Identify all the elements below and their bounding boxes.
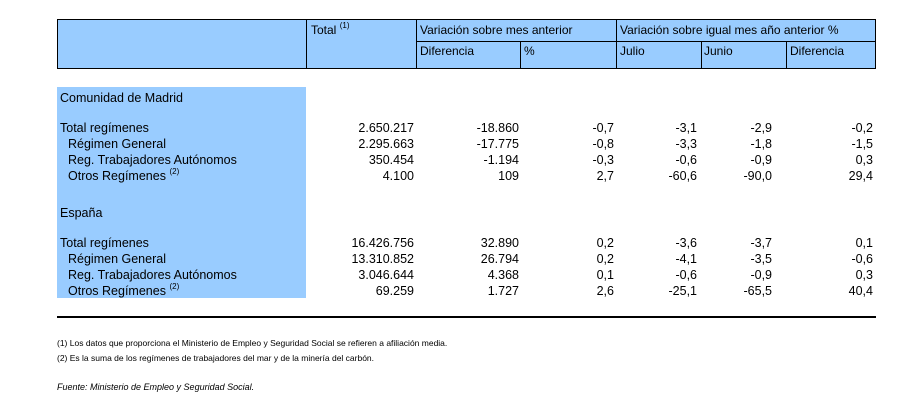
cell-total: 13.310.852 bbox=[351, 252, 414, 266]
cell-julio: -3,6 bbox=[675, 236, 697, 250]
cell-total: 16.426.756 bbox=[351, 236, 414, 250]
cell-diferencia: -17.775 bbox=[476, 137, 519, 151]
cell-julio: -60,6 bbox=[668, 169, 698, 183]
row-label: Régimen General bbox=[68, 252, 166, 266]
row-label: Otros Regímenes (2) bbox=[68, 167, 180, 183]
cell-diferencia: -18.860 bbox=[476, 121, 519, 135]
cell-junio: -0,9 bbox=[750, 153, 772, 167]
header-border-junio bbox=[701, 41, 702, 69]
row-label-column bbox=[57, 87, 306, 298]
cell-junio: -3,5 bbox=[750, 252, 772, 266]
cell-total: 3.046.644 bbox=[358, 268, 414, 282]
table-bottom-rule bbox=[57, 316, 876, 318]
cell-total: 2.295.663 bbox=[358, 137, 414, 151]
cell-diferencia2: -0,2 bbox=[851, 121, 873, 135]
cell-diferencia2: 40,4 bbox=[848, 284, 873, 298]
header-border-total bbox=[306, 19, 307, 69]
row-label: Total regímenes bbox=[60, 121, 149, 135]
cell-julio: -25,1 bbox=[668, 284, 698, 298]
cell-junio: -3,7 bbox=[750, 236, 772, 250]
header-bottom-border bbox=[57, 68, 876, 69]
row-label: Reg. Trabajadores Autónomos bbox=[68, 153, 237, 167]
cell-julio: -0,6 bbox=[675, 153, 697, 167]
header-group2-cell bbox=[617, 19, 875, 69]
header-left-cell bbox=[57, 19, 306, 69]
cell-junio: -65,5 bbox=[743, 284, 773, 298]
section-title-madrid: Comunidad de Madrid bbox=[60, 91, 183, 105]
table-row: Total regímenes 2.650.217 -18.860 -0,7 -… bbox=[0, 121, 917, 136]
cell-diferencia: 26.794 bbox=[480, 252, 519, 266]
cell-junio: -2,9 bbox=[750, 121, 772, 135]
table-row: Reg. Trabajadores Autónomos 350.454 -1.1… bbox=[0, 153, 917, 168]
cell-total: 350.454 bbox=[368, 153, 414, 167]
row-label: Régimen General bbox=[68, 137, 166, 151]
header-border-group1 bbox=[416, 19, 417, 69]
header-group1-cell bbox=[417, 19, 616, 69]
header-border-right bbox=[875, 19, 876, 69]
cell-total: 69.259 bbox=[375, 284, 414, 298]
table-row: Otros Regímenes (2) 69.259 1.727 2,6 -25… bbox=[0, 282, 917, 299]
header-group-divider bbox=[417, 41, 876, 42]
section-title-espana: España bbox=[60, 206, 103, 220]
header-border-diferencia2 bbox=[786, 41, 787, 69]
header-border-pct bbox=[520, 41, 521, 69]
cell-diferencia2: 0,3 bbox=[855, 153, 873, 167]
header-border-left bbox=[57, 19, 58, 69]
header-junio: Junio bbox=[704, 44, 733, 58]
footnote-2: (2) Es la suma de los regímenes de traba… bbox=[57, 353, 375, 363]
footnote-1: (1) Los datos que proporciona el Ministe… bbox=[57, 338, 448, 348]
cell-diferencia: 1.727 bbox=[487, 284, 519, 298]
header-pct: % bbox=[524, 44, 535, 58]
cell-total: 4.100 bbox=[382, 169, 414, 183]
cell-diferencia2: 29,4 bbox=[848, 169, 873, 183]
cell-pct: 0,1 bbox=[596, 268, 614, 282]
table-row: Otros Regímenes (2) 4.100 109 2,7 -60,6 … bbox=[0, 167, 917, 184]
header-top-border bbox=[57, 19, 876, 20]
cell-pct: -0,8 bbox=[592, 137, 614, 151]
cell-pct: -0,3 bbox=[592, 153, 614, 167]
cell-diferencia2: 0,1 bbox=[855, 236, 873, 250]
header-border-group2 bbox=[616, 19, 617, 69]
cell-diferencia2: 0,3 bbox=[855, 268, 873, 282]
cell-diferencia: 4.368 bbox=[487, 268, 519, 282]
header-group2-label: Variación sobre igual mes año anterior % bbox=[620, 23, 839, 37]
source-note: Fuente: Ministerio de Empleo y Seguridad… bbox=[57, 382, 255, 392]
cell-total: 2.650.217 bbox=[358, 121, 414, 135]
cell-julio: -4,1 bbox=[675, 252, 697, 266]
header-total-cell bbox=[307, 19, 416, 69]
cell-diferencia: -1.194 bbox=[483, 153, 519, 167]
cell-julio: -3,1 bbox=[675, 121, 697, 135]
cell-diferencia2: -0,6 bbox=[851, 252, 873, 266]
cell-julio: -0,6 bbox=[675, 268, 697, 282]
header-julio: Julio bbox=[620, 44, 645, 58]
header-total: Total (1) bbox=[311, 21, 350, 37]
cell-pct: 2,7 bbox=[596, 169, 614, 183]
cell-junio: -1,8 bbox=[750, 137, 772, 151]
table-row: Total regímenes 16.426.756 32.890 0,2 -3… bbox=[0, 236, 917, 251]
cell-julio: -3,3 bbox=[675, 137, 697, 151]
table-row: Régimen General 13.310.852 26.794 0,2 -4… bbox=[0, 252, 917, 267]
row-label: Total regímenes bbox=[60, 236, 149, 250]
header-diferencia: Diferencia bbox=[420, 44, 475, 58]
cell-pct: 0,2 bbox=[596, 236, 614, 250]
cell-diferencia2: -1,5 bbox=[851, 137, 873, 151]
cell-pct: -0,7 bbox=[592, 121, 614, 135]
cell-diferencia: 109 bbox=[498, 169, 519, 183]
header-group1-label: Variación sobre mes anterior bbox=[420, 23, 573, 37]
table-row: Reg. Trabajadores Autónomos 3.046.644 4.… bbox=[0, 268, 917, 283]
row-label: Reg. Trabajadores Autónomos bbox=[68, 268, 237, 282]
cell-junio: -90,0 bbox=[743, 169, 773, 183]
header-diferencia2: Diferencia bbox=[790, 44, 845, 58]
table-row: Régimen General 2.295.663 -17.775 -0,8 -… bbox=[0, 137, 917, 152]
cell-pct: 2,6 bbox=[596, 284, 614, 298]
cell-diferencia: 32.890 bbox=[480, 236, 519, 250]
row-label: Otros Regímenes (2) bbox=[68, 282, 180, 298]
cell-junio: -0,9 bbox=[750, 268, 772, 282]
cell-pct: 0,2 bbox=[596, 252, 614, 266]
